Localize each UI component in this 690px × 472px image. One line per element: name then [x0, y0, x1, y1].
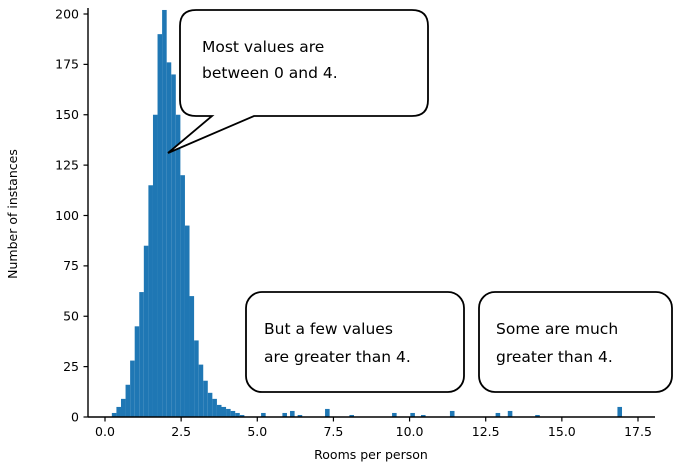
svg-text:0: 0 — [71, 409, 79, 424]
speech-bubble-shape — [167, 9, 429, 154]
svg-text:15.0: 15.0 — [548, 424, 576, 439]
speech-bubble-shape — [478, 291, 673, 393]
annotation-text-line: greater than 4. — [496, 348, 613, 366]
annotation-text-line: But a few values — [264, 320, 393, 338]
svg-text:25: 25 — [63, 359, 79, 374]
svg-text:175: 175 — [55, 57, 79, 72]
svg-text:5.0: 5.0 — [247, 424, 267, 439]
y-axis-label: Number of instances — [5, 149, 20, 279]
annotation-text-line: Most values are — [202, 38, 324, 56]
svg-text:12.5: 12.5 — [472, 424, 500, 439]
annotation-few-values: But a few values are greater than 4. — [245, 291, 465, 393]
annotation-text-line: are greater than 4. — [264, 348, 411, 366]
svg-text:50: 50 — [63, 309, 79, 324]
svg-text:125: 125 — [55, 157, 79, 172]
axes: 0.0 2.5 5.0 7.5 10.0 12.5 15.0 17.5 0 25 50 75 100 12… — [55, 6, 655, 439]
x-axis-label: Rooms per person — [314, 447, 428, 462]
svg-text:7.5: 7.5 — [323, 424, 343, 439]
svg-text:17.5: 17.5 — [624, 424, 652, 439]
svg-text:100: 100 — [55, 208, 79, 223]
svg-text:10.0: 10.0 — [396, 424, 424, 439]
annotation-text-line: between 0 and 4. — [202, 64, 338, 82]
histogram-bars — [111, 9, 623, 418]
annotation-much-greater: Some are much greater than 4. — [478, 291, 673, 393]
svg-text:75: 75 — [63, 258, 79, 273]
svg-text:0.0: 0.0 — [95, 424, 115, 439]
speech-bubble-shape — [245, 291, 465, 393]
annotation-text-line: Some are much — [496, 320, 618, 338]
svg-text:150: 150 — [55, 107, 79, 122]
svg-text:200: 200 — [55, 6, 79, 21]
annotation-most-values: Most values are between 0 and 4. — [167, 9, 429, 154]
svg-text:2.5: 2.5 — [171, 424, 191, 439]
